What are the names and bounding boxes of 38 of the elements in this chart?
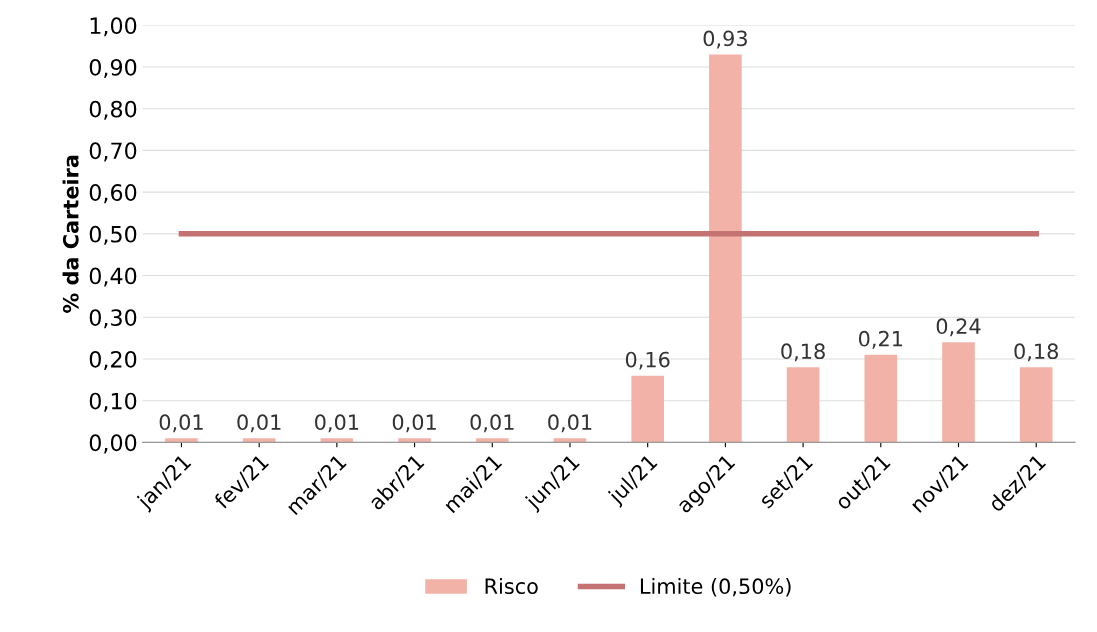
y-tick-label: 0,50	[89, 225, 137, 245]
data-label: 0,01	[470, 414, 514, 433]
data-label: 0,01	[392, 414, 436, 433]
legend-label: Risco	[485, 577, 538, 595]
y-tick-label: 0,80	[89, 100, 137, 120]
bar	[165, 438, 198, 443]
y-axis-title: % da Carteira	[62, 155, 79, 313]
y-tick-label: 0,00	[89, 434, 137, 454]
data-label: 0,01	[237, 414, 281, 433]
bar	[242, 438, 276, 443]
data-label: 0,18	[781, 343, 825, 362]
y-tick-label: 0,40	[89, 267, 137, 287]
y-tick-label: 1,00	[90, 17, 137, 37]
bar	[475, 438, 509, 443]
bar	[942, 342, 975, 443]
y-tick-label: 0,20	[89, 350, 137, 370]
bar	[786, 367, 820, 443]
bar	[398, 438, 431, 443]
bar	[553, 438, 587, 443]
data-label: 0,21	[858, 330, 903, 349]
data-label: 0,01	[548, 414, 592, 433]
y-tick-label: 0,90	[89, 58, 137, 79]
bar	[320, 438, 354, 443]
bar	[1019, 367, 1053, 443]
data-label: 0,93	[703, 30, 747, 49]
data-label: 0,01	[315, 414, 359, 433]
bar	[631, 375, 664, 443]
bar	[864, 354, 898, 443]
bar	[709, 54, 742, 443]
y-tick-label: 0,10	[89, 392, 137, 412]
y-tick-label: 0,60	[89, 184, 137, 204]
data-label: 0,18	[1014, 343, 1058, 362]
y-tick-label: 0,30	[89, 309, 137, 329]
data-label: 0,24	[936, 318, 981, 337]
data-label: 0,01	[159, 414, 203, 433]
legend-label: Limite (0,50%)	[640, 577, 791, 597]
data-label: 0,16	[625, 351, 670, 370]
y-tick-label: 0,70	[89, 142, 137, 162]
